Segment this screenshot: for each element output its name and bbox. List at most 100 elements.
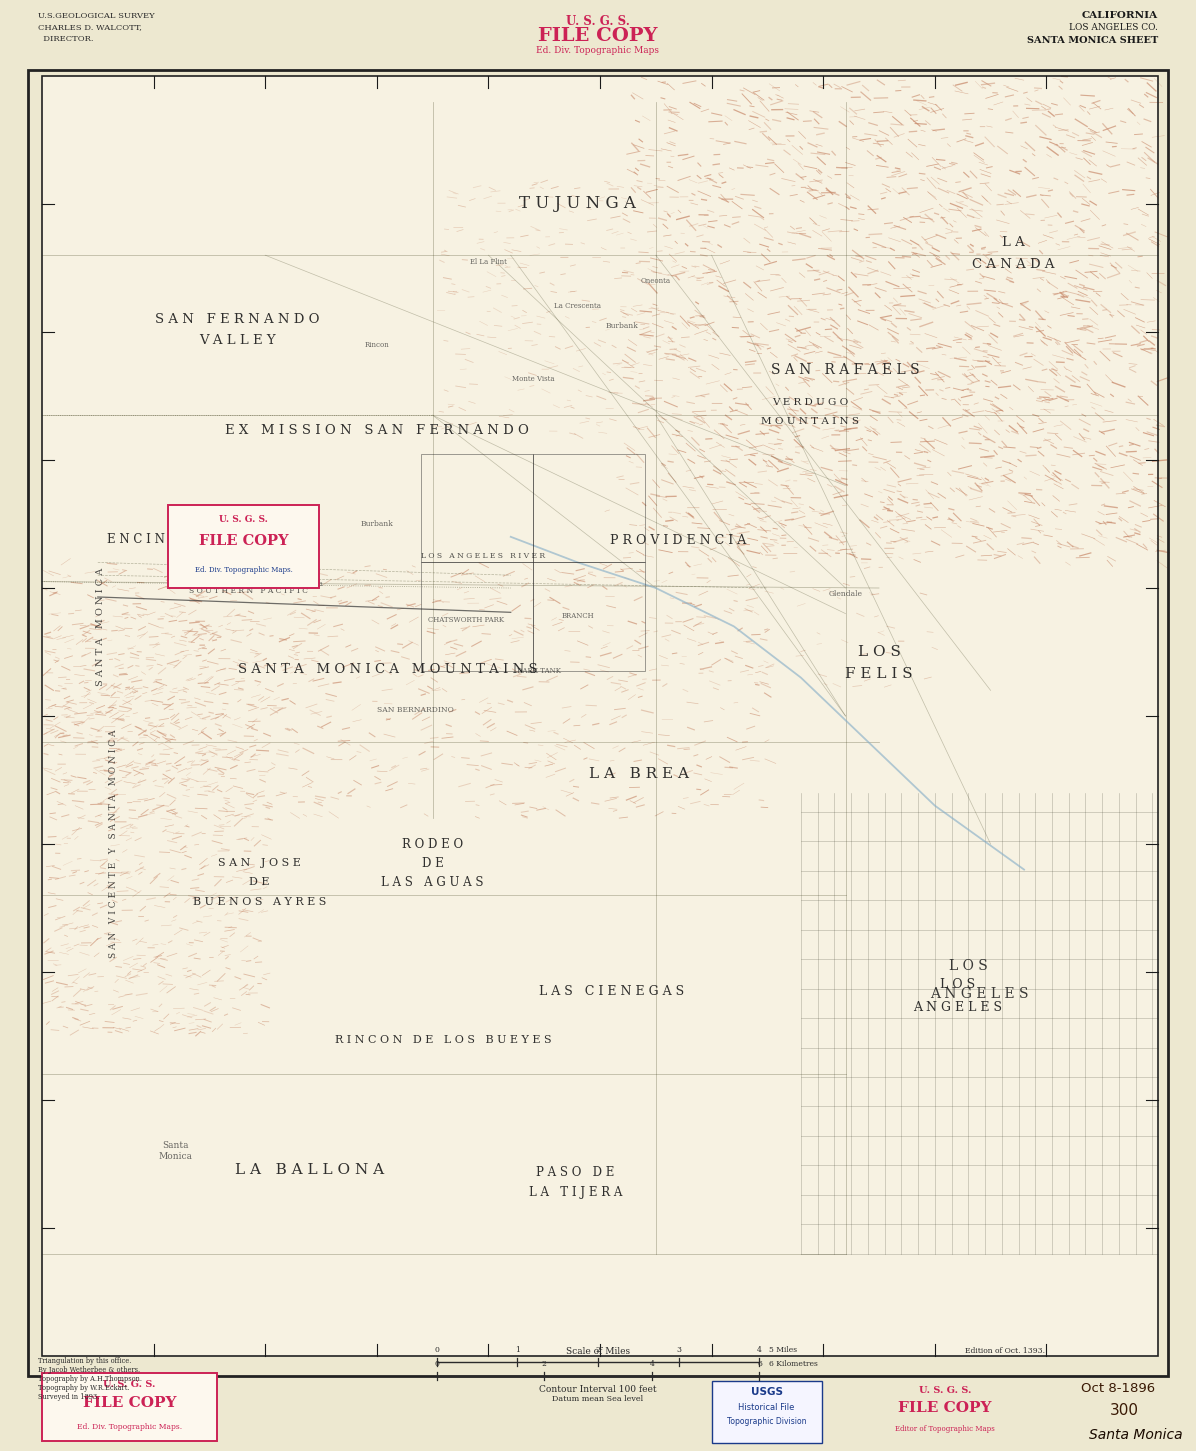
Text: B U E N O S   A Y R E S: B U E N O S A Y R E S bbox=[193, 897, 327, 907]
Text: 5 Miles: 5 Miles bbox=[769, 1347, 798, 1354]
Text: Triangulation by this office.: Triangulation by this office. bbox=[38, 1357, 132, 1365]
Text: V A L L E Y: V A L L E Y bbox=[199, 335, 275, 347]
Text: U. S. G. S.: U. S. G. S. bbox=[219, 515, 268, 524]
Text: FILE COPY: FILE COPY bbox=[538, 28, 658, 45]
Text: Monte Vista: Monte Vista bbox=[512, 376, 555, 383]
Text: S O U T H E R N   P A C I F I C: S O U T H E R N P A C I F I C bbox=[189, 586, 307, 595]
Text: R O D E O: R O D E O bbox=[402, 837, 463, 850]
Text: L A   B R E A: L A B R E A bbox=[590, 766, 689, 781]
Text: By Jacob Wetherbee & others.: By Jacob Wetherbee & others. bbox=[38, 1365, 140, 1374]
Text: T U J U N G A: T U J U N G A bbox=[519, 196, 636, 212]
Bar bbox=[42, 75, 1158, 1357]
Text: 300: 300 bbox=[1110, 1403, 1139, 1418]
Bar bbox=[42, 1373, 216, 1441]
Text: 2: 2 bbox=[542, 1360, 547, 1368]
Text: F E L I S: F E L I S bbox=[846, 667, 913, 681]
Text: Topography by A.H.Thompson.: Topography by A.H.Thompson. bbox=[38, 1376, 142, 1383]
Text: 3: 3 bbox=[676, 1347, 682, 1354]
Text: S A N   V I C E N T E   Y   S A N T A   M O N I C A: S A N V I C E N T E Y S A N T A M O N I … bbox=[109, 730, 118, 958]
Text: L O S: L O S bbox=[940, 978, 975, 991]
Text: D E: D E bbox=[250, 878, 270, 888]
Text: DIRECTOR.: DIRECTOR. bbox=[38, 35, 93, 44]
Text: E N C I N O: E N C I N O bbox=[106, 533, 178, 546]
Text: P R O V I D E N C I A: P R O V I D E N C I A bbox=[610, 534, 746, 547]
Text: Rincon: Rincon bbox=[365, 341, 389, 348]
Text: L A S   C I E N E G A S: L A S C I E N E G A S bbox=[538, 985, 684, 998]
Text: S A N   J O S E: S A N J O S E bbox=[218, 858, 301, 868]
Text: Edition of Oct. 1393.: Edition of Oct. 1393. bbox=[965, 1347, 1044, 1355]
Text: Ed. Div. Topographic Maps.: Ed. Div. Topographic Maps. bbox=[195, 566, 292, 573]
Text: 6: 6 bbox=[757, 1360, 762, 1368]
Text: 0: 0 bbox=[434, 1347, 439, 1354]
Text: Ed. Div. Topographic Maps: Ed. Div. Topographic Maps bbox=[537, 46, 659, 55]
Text: L A S   A G U A S: L A S A G U A S bbox=[382, 876, 484, 889]
Text: Reseda: Reseda bbox=[295, 580, 324, 588]
Text: CHARLES D. WALCOTT,: CHARLES D. WALCOTT, bbox=[38, 23, 142, 32]
Text: Santa Monica: Santa Monica bbox=[1090, 1428, 1183, 1442]
Text: Oneonta: Oneonta bbox=[641, 277, 671, 284]
Bar bbox=[712, 1381, 822, 1442]
Text: FILE COPY: FILE COPY bbox=[199, 534, 288, 547]
Text: Ed. Div. Topographic Maps.: Ed. Div. Topographic Maps. bbox=[77, 1423, 182, 1431]
Text: S A N T A   M O N I C A   M O U N T A I N S: S A N T A M O N I C A M O U N T A I N S bbox=[238, 663, 538, 676]
Text: S A N T A   M O N I C A: S A N T A M O N I C A bbox=[96, 567, 104, 685]
Text: CALIFORNIA: CALIFORNIA bbox=[1082, 12, 1158, 20]
Text: S A N   R A F A E L S: S A N R A F A E L S bbox=[771, 363, 920, 377]
Text: Surveyed in 1893.: Surveyed in 1893. bbox=[38, 1393, 99, 1402]
Text: U. S. G. S.: U. S. G. S. bbox=[566, 16, 630, 28]
Text: FILE COPY: FILE COPY bbox=[83, 1396, 176, 1410]
Text: L A: L A bbox=[1001, 237, 1024, 250]
Text: Contour Interval 100 feet: Contour Interval 100 feet bbox=[539, 1384, 657, 1393]
Text: A N G E L E S: A N G E L E S bbox=[930, 987, 1029, 1001]
Text: 0: 0 bbox=[434, 1360, 439, 1368]
Text: FILE COPY: FILE COPY bbox=[898, 1400, 991, 1415]
Text: Editor of Topographic Maps: Editor of Topographic Maps bbox=[895, 1425, 995, 1434]
Text: 6 Kilometres: 6 Kilometres bbox=[769, 1360, 818, 1368]
Text: L O S: L O S bbox=[948, 959, 988, 972]
Text: Topography by W.R.Eckart.: Topography by W.R.Eckart. bbox=[38, 1384, 129, 1392]
Text: SANTA MONICA SHEET: SANTA MONICA SHEET bbox=[1026, 36, 1158, 45]
Text: Datum mean Sea level: Datum mean Sea level bbox=[553, 1394, 643, 1403]
Text: Topographic Division: Topographic Division bbox=[727, 1416, 806, 1426]
Text: S A N   F E R N A N D O: S A N F E R N A N D O bbox=[155, 313, 319, 325]
Text: Oct 8-1896: Oct 8-1896 bbox=[1081, 1381, 1155, 1394]
Text: SAN BERNARDINO: SAN BERNARDINO bbox=[378, 705, 454, 714]
Text: 1: 1 bbox=[514, 1347, 520, 1354]
Text: A N G E L E S: A N G E L E S bbox=[913, 1001, 1001, 1014]
Text: Burbank: Burbank bbox=[360, 519, 393, 528]
Text: Santa
Monica: Santa Monica bbox=[159, 1142, 193, 1161]
Text: Glendale: Glendale bbox=[829, 591, 862, 598]
Bar bbox=[169, 505, 319, 588]
Text: P A S O   D E: P A S O D E bbox=[536, 1167, 615, 1180]
Text: M O U N T A I N S: M O U N T A I N S bbox=[761, 416, 859, 427]
Bar bbox=[533, 563, 645, 672]
Text: L A   B A L L O N A: L A B A L L O N A bbox=[236, 1164, 384, 1177]
Bar bbox=[421, 454, 533, 563]
Text: L O S: L O S bbox=[858, 646, 901, 659]
Text: E X   M I S S I O N   S A N   F E R N A N D O: E X M I S S I O N S A N F E R N A N D O bbox=[225, 424, 529, 437]
Text: CHATSWORTH PARK: CHATSWORTH PARK bbox=[428, 617, 505, 624]
Text: 4: 4 bbox=[757, 1347, 762, 1354]
Text: L A   T I J E R A: L A T I J E R A bbox=[529, 1185, 622, 1199]
Bar bbox=[42, 75, 1158, 1357]
Text: R I N C O N   D E   L O S   B U E Y E S: R I N C O N D E L O S B U E Y E S bbox=[335, 1035, 553, 1045]
Text: U. S. G. S.: U. S. G. S. bbox=[919, 1386, 971, 1394]
Text: V E R D U G O: V E R D U G O bbox=[771, 398, 848, 406]
Text: Historical File: Historical File bbox=[738, 1403, 795, 1412]
Text: La Crescenta: La Crescenta bbox=[554, 302, 602, 311]
Text: U.S.GEOLOGICAL SURVEY: U.S.GEOLOGICAL SURVEY bbox=[38, 12, 154, 20]
Bar bbox=[533, 454, 645, 563]
Text: U. S. G. S.: U. S. G. S. bbox=[103, 1380, 155, 1389]
Text: DARK TANK: DARK TANK bbox=[517, 667, 561, 675]
Text: C A N A D A: C A N A D A bbox=[971, 258, 1054, 271]
Bar bbox=[421, 563, 533, 672]
Text: LOS ANGELES CO.: LOS ANGELES CO. bbox=[1069, 23, 1158, 32]
Text: D E: D E bbox=[422, 856, 444, 869]
Text: BRANCH: BRANCH bbox=[561, 612, 594, 620]
Text: El La Flint: El La Flint bbox=[470, 258, 507, 266]
Text: Scale of Miles: Scale of Miles bbox=[566, 1347, 630, 1355]
Text: L O S   A N G E L E S   R I V E R: L O S A N G E L E S R I V E R bbox=[421, 551, 545, 560]
Text: 2: 2 bbox=[596, 1347, 600, 1354]
Text: 4: 4 bbox=[649, 1360, 654, 1368]
Text: Burbank: Burbank bbox=[606, 322, 639, 329]
